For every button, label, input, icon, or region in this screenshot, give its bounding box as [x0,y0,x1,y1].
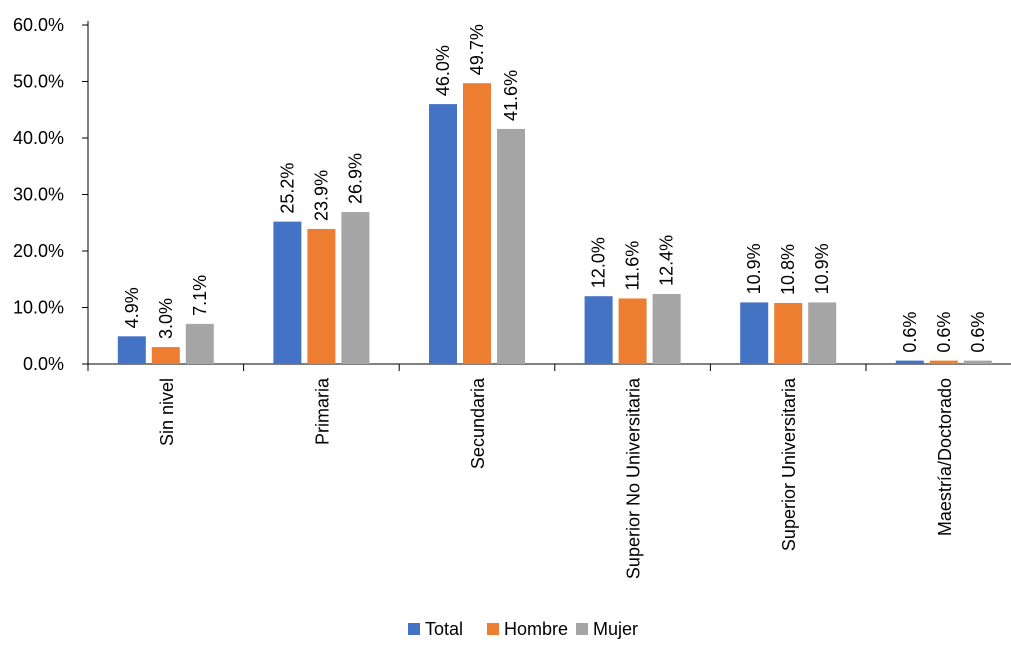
category-label-maestria-doctorado: Maestría/Doctorado [935,378,955,536]
y-tick-label: 0.0% [23,354,64,374]
y-tick-label: 50.0% [13,72,64,92]
data-label-hombre-secundaria: 49.7% [467,24,487,75]
legend-swatch-total [408,623,420,635]
legend-label-total: Total [425,619,463,639]
data-label-hombre-maestria-doctorado: 0.6% [934,312,954,353]
legend-label-mujer: Mujer [593,619,638,639]
data-labels: 4.9% 3.0% 7.1% 25.2% 23.9% 26.9% 46.0% 49.7% 41.… [122,24,988,352]
bar-total-superior-no-universitaria [584,296,613,364]
data-label-mujer-maestria-doctorado: 0.6% [968,312,988,353]
data-label-hombre-superior-universitaria: 10.8% [778,244,798,295]
data-label-hombre-sin-nivel: 3.0% [156,298,176,339]
bar-mujer-maestria-doctorado [963,360,992,364]
category-label-sin-nivel: Sin nivel [157,378,177,446]
bar-total-maestria-doctorado [895,360,924,364]
bar-hombre-superior-universitaria [774,302,803,364]
data-label-total-superior-universitaria: 10.9% [744,243,764,294]
data-label-total-maestria-doctorado: 0.6% [900,312,920,353]
category-label-secundaria: Secundaria [468,377,488,469]
y-tick-label: 40.0% [13,128,64,148]
data-label-total-secundaria: 46.0% [433,45,453,96]
bar-mujer-superior-no-universitaria [652,293,681,364]
y-tick-label: 10.0% [13,298,64,318]
x-axis: Sin nivel Primaria Secundaria Superior No U… [87,363,1011,579]
bar-total-superior-universitaria [740,302,769,364]
legend-item-mujer: Mujer [576,619,638,639]
category-label-superior-universitaria: Superior Universitaria [779,377,799,551]
bar-mujer-primaria [341,212,370,364]
data-label-mujer-superior-universitaria: 10.9% [812,243,832,294]
bar-hombre-superior-no-universitaria [618,298,647,364]
y-axis: 0.0% 10.0% 20.0% 30.0% 40.0% 50.0% 60.0% [13,15,89,374]
bar-mujer-secundaria [497,128,525,364]
legend-label-hombre: Hombre [504,619,568,639]
data-label-hombre-primaria: 23.9% [311,170,331,221]
y-tick-label: 20.0% [13,241,64,261]
y-tick-label: 30.0% [13,185,64,205]
y-tick-label: 60.0% [13,15,64,35]
legend-item-hombre: Hombre [487,619,568,639]
data-label-total-superior-no-universitaria: 12.0% [589,237,609,288]
bar-hombre-maestria-doctorado [929,360,958,364]
bar-mujer-sin-nivel [185,323,214,364]
bar-hombre-sin-nivel [151,347,180,364]
category-label-superior-no-universitaria: Superior No Universitaria [624,377,644,579]
data-label-hombre-superior-no-universitaria: 11.6% [623,241,643,291]
data-label-total-sin-nivel: 4.9% [122,287,142,328]
data-label-total-primaria: 25.2% [277,163,297,214]
legend: Total Hombre Mujer [408,619,638,639]
category-label-primaria: Primaria [312,377,332,445]
legend-item-total: Total [408,619,463,639]
data-label-mujer-superior-no-universitaria: 12.4% [657,235,677,286]
bar-total-primaria [273,221,302,364]
data-label-mujer-secundaria: 41.6% [501,70,521,121]
legend-swatch-hombre [487,623,499,635]
bar-hombre-primaria [307,228,336,364]
data-label-mujer-primaria: 26.9% [345,153,365,204]
legend-swatch-mujer [576,623,588,635]
bar-mujer-superior-universitaria [808,302,837,364]
data-label-mujer-sin-nivel: 7.1% [190,275,210,316]
bars [117,83,992,364]
bar-total-sin-nivel [117,336,146,364]
bar-hombre-secundaria [463,83,491,364]
bar-total-secundaria [429,104,457,364]
